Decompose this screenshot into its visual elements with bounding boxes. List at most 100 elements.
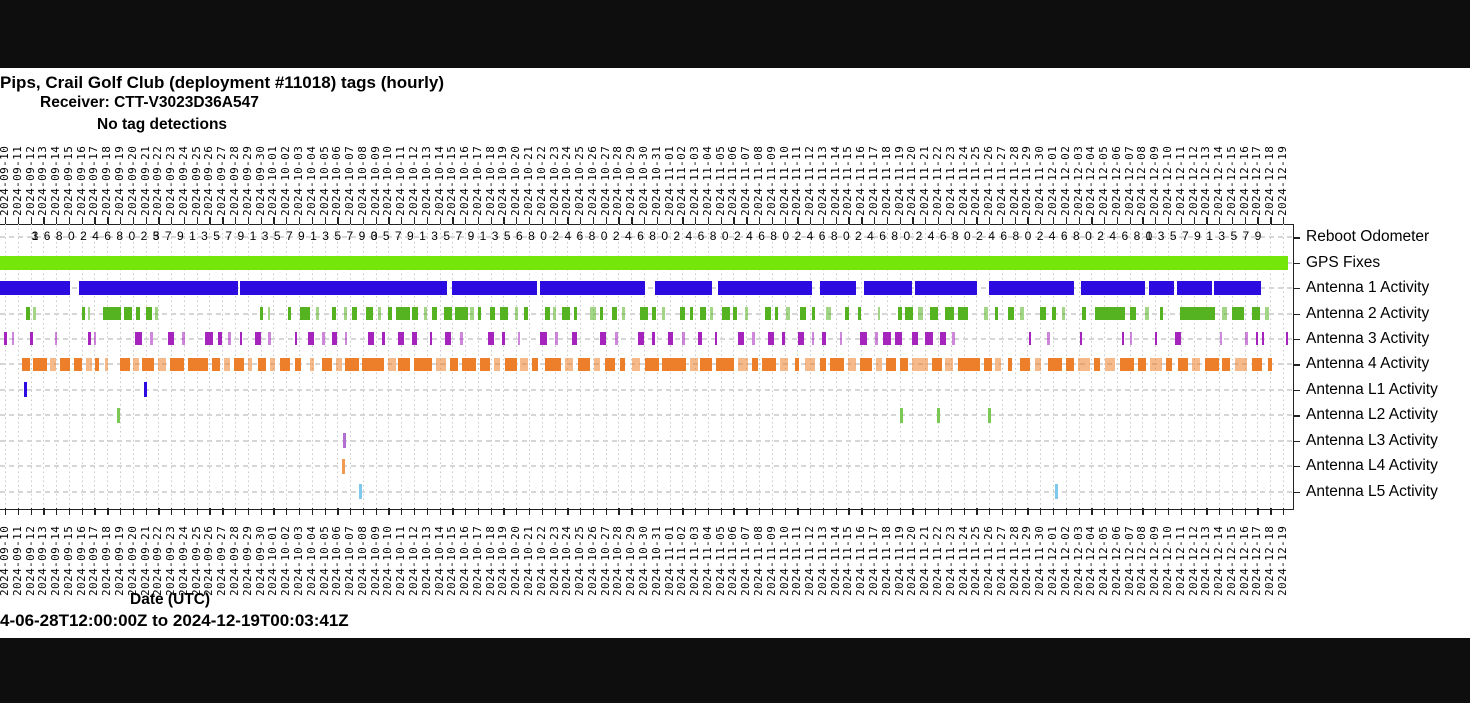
activity-segment xyxy=(912,332,918,346)
x-axis-date-label-bottom: 2024-12-14 xyxy=(1212,525,1226,596)
x-axis-tick-top xyxy=(260,217,262,224)
activity-segment xyxy=(800,307,806,321)
x-axis-date-label-top: 2024-10-27 xyxy=(598,145,612,216)
x-axis-date-label-bottom: 2024-09-16 xyxy=(74,525,88,596)
x-axis-tick-bottom xyxy=(797,508,799,515)
activity-segment xyxy=(1166,357,1172,371)
x-axis-tick-top xyxy=(1040,217,1042,224)
x-axis-tick-top xyxy=(1052,217,1055,224)
chart-title: Pips, Crail Golf Club (deployment #11018… xyxy=(0,73,444,92)
x-axis-date-label-top: 2024-12-16 xyxy=(1237,145,1251,216)
row-tick xyxy=(1293,415,1300,417)
x-axis-date-label-bottom: 2024-09-21 xyxy=(138,525,152,596)
activity-segment xyxy=(12,332,14,346)
odometer-glyph: 6 xyxy=(879,229,886,244)
x-axis-date-label-top: 2024-10-07 xyxy=(343,145,357,216)
x-axis-date-label-bottom: 2024-12-15 xyxy=(1224,525,1238,596)
x-axis-tick-top xyxy=(1116,217,1119,224)
activity-tick xyxy=(117,407,120,423)
activity-segment xyxy=(752,357,758,371)
activity-segment xyxy=(700,357,712,371)
x-axis-date-label-bottom: 2024-10-03 xyxy=(291,525,305,596)
odometer-glyph: 4 xyxy=(1109,229,1117,244)
vertical-gridline xyxy=(94,224,96,508)
x-axis-tick-top xyxy=(912,217,914,224)
x-axis-date-label-top: 2024-10-10 xyxy=(381,145,395,216)
x-axis-date-label-top: 2024-10-21 xyxy=(521,145,535,216)
activity-segment xyxy=(228,332,231,346)
x-axis-date-label-top: 2024-10-14 xyxy=(432,145,446,216)
x-axis-tick-bottom xyxy=(631,508,633,515)
x-axis-tick-top xyxy=(362,217,365,224)
x-axis-date-label-bottom: 2024-09-26 xyxy=(202,525,216,596)
activity-segment xyxy=(1155,332,1157,346)
vertical-gridline xyxy=(631,224,633,508)
x-axis-tick-bottom xyxy=(989,508,991,515)
odometer-glyph: 7 xyxy=(285,229,293,244)
activity-segment xyxy=(240,332,242,346)
x-axis-date-label-bottom: 2024-12-19 xyxy=(1276,525,1289,596)
activity-segment xyxy=(830,357,844,371)
x-axis-date-label-bottom: 2024-09-18 xyxy=(100,525,114,596)
x-axis-tick-top xyxy=(720,217,722,224)
activity-segment xyxy=(524,307,528,321)
x-axis-date-label-bottom: 2024-11-06 xyxy=(726,525,740,596)
x-axis-tick-top xyxy=(937,217,940,224)
activity-segment xyxy=(1286,332,1288,346)
x-axis-tick-bottom xyxy=(707,508,710,515)
odometer-glyph: 9 xyxy=(237,229,245,244)
odometer-glyph: 9 xyxy=(1194,229,1201,244)
vertical-gridline xyxy=(56,224,58,508)
activity-segment xyxy=(532,357,538,371)
x-axis-tick-bottom xyxy=(644,508,646,515)
activity-segment xyxy=(905,307,913,321)
activity-segment xyxy=(478,307,481,321)
activity-segment xyxy=(716,357,734,371)
activity-segment xyxy=(798,332,804,346)
activity-segment xyxy=(1235,357,1247,371)
x-axis-date-label-bottom: 2024-11-11 xyxy=(790,525,804,596)
x-axis-tick-top xyxy=(567,217,569,224)
x-axis-tick-bottom xyxy=(158,508,160,515)
x-axis-tick-top xyxy=(541,217,544,224)
x-axis-date-label-bottom: 2024-10-17 xyxy=(470,525,484,596)
vertical-gridline xyxy=(759,224,761,508)
horizontal-gridline xyxy=(0,388,1293,391)
x-axis-tick-bottom xyxy=(94,508,96,515)
x-axis-tick-top xyxy=(1219,217,1221,224)
x-axis-date-label-top: 2024-11-12 xyxy=(803,145,817,216)
x-axis-date-label-bottom: 2024-11-13 xyxy=(815,525,829,596)
odometer-glyph: 8 xyxy=(1012,229,1020,244)
row-label-antenna-2-activity: Antenna 2 Activity xyxy=(1306,304,1430,322)
row-label-gps-fixes: GPS Fixes xyxy=(1306,253,1381,271)
activity-segment xyxy=(768,332,774,346)
row-tick xyxy=(1293,262,1300,265)
odometer-glyph: 7 xyxy=(225,229,233,244)
activity-segment xyxy=(562,307,570,321)
x-axis-tick-bottom xyxy=(1193,508,1195,515)
activity-segment xyxy=(738,332,744,346)
x-axis-date-label-top: 2024-12-18 xyxy=(1263,145,1277,216)
row-label-antenna-l1-activity: Antenna L1 Activity xyxy=(1306,380,1438,398)
x-axis-tick-top xyxy=(1206,217,1208,224)
x-axis-tick-top xyxy=(695,217,697,224)
x-axis-date-label-bottom: 2024-09-12 xyxy=(23,525,37,596)
activity-segment xyxy=(565,357,573,371)
vertical-gridline xyxy=(1014,224,1016,508)
x-axis-date-label-bottom: 2024-10-13 xyxy=(419,525,433,596)
x-axis-date-label-bottom: 2024-11-08 xyxy=(752,525,766,596)
x-axis-date-label-bottom: 2024-09-15 xyxy=(61,525,75,596)
vertical-gridline xyxy=(592,224,594,508)
odometer-glyph: 4 xyxy=(927,229,935,244)
activity-segment xyxy=(1080,332,1082,346)
x-axis-date-label-top: 2024-11-19 xyxy=(892,145,906,216)
x-axis-tick-bottom xyxy=(324,508,326,515)
odometer-glyph: 9 xyxy=(467,229,475,244)
x-axis-tick-bottom xyxy=(1257,508,1259,515)
activity-segment xyxy=(820,281,856,296)
x-axis-tick-bottom xyxy=(145,508,147,515)
x-axis-tick-bottom xyxy=(1244,508,1246,515)
vertical-gridline xyxy=(1219,224,1221,508)
x-axis-tick-top xyxy=(1091,217,1093,224)
x-axis-date-label-top: 2024-12-14 xyxy=(1212,145,1226,216)
